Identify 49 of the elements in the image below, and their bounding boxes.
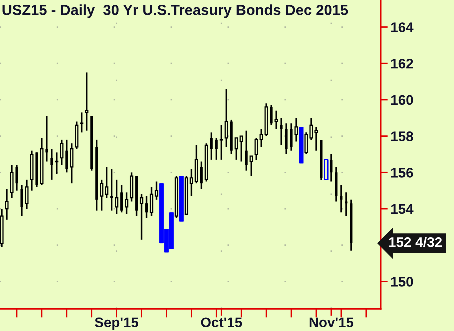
candlestick xyxy=(79,112,84,134)
candlestick xyxy=(66,139,68,174)
candlestick xyxy=(330,154,333,183)
candlestick xyxy=(20,184,24,218)
text: 152 4/32 xyxy=(389,237,442,248)
y-tick-label: 164 xyxy=(392,22,414,32)
candlestick xyxy=(224,88,228,148)
candlestick xyxy=(5,188,9,221)
y-tick-label: 156 xyxy=(392,168,414,178)
candlestick xyxy=(115,179,119,216)
candlestick xyxy=(219,124,224,161)
candlestick xyxy=(70,142,74,184)
candlestick xyxy=(245,130,248,172)
candlestick xyxy=(285,122,288,156)
y-tick-label: 162 xyxy=(392,58,414,69)
candlestick xyxy=(130,172,134,203)
candlestick xyxy=(50,148,54,181)
candlestick xyxy=(60,139,64,166)
candlestick xyxy=(299,127,304,164)
candlestick xyxy=(324,159,329,180)
candlestick xyxy=(54,152,60,176)
candlestick xyxy=(85,72,89,132)
candlestick xyxy=(140,194,144,241)
candlestick xyxy=(294,117,298,143)
candlestick xyxy=(340,184,343,214)
candlestick xyxy=(215,137,218,161)
candlestick xyxy=(280,117,283,146)
y-tick-label: 158 xyxy=(392,132,414,142)
candlestick xyxy=(274,110,278,130)
candlestick xyxy=(120,184,124,214)
y-tick-label: 160 xyxy=(392,95,414,106)
candlestick xyxy=(146,195,148,219)
candlestick xyxy=(200,160,203,190)
candlestick xyxy=(25,179,29,210)
candlestick xyxy=(10,164,14,199)
y-tick-label: 150 xyxy=(392,277,414,287)
x-tick-label: Nov'15 xyxy=(310,318,354,328)
candlestick xyxy=(250,155,254,178)
chart-title: USZ15 - Daily 30 Yr U.S.Treasury Bonds Dec 2015 xyxy=(2,4,348,18)
candlestick xyxy=(270,104,273,126)
candlestick xyxy=(179,176,184,222)
candlestick xyxy=(210,132,213,161)
candlestick xyxy=(46,115,48,163)
candlestick xyxy=(75,120,79,150)
x-tick-label: Oct'15 xyxy=(201,318,242,328)
candlestick xyxy=(335,166,338,203)
candlestick xyxy=(125,192,129,216)
y-tick-label: 154 xyxy=(392,204,414,214)
x-tick-label: Sep'15 xyxy=(95,318,139,330)
